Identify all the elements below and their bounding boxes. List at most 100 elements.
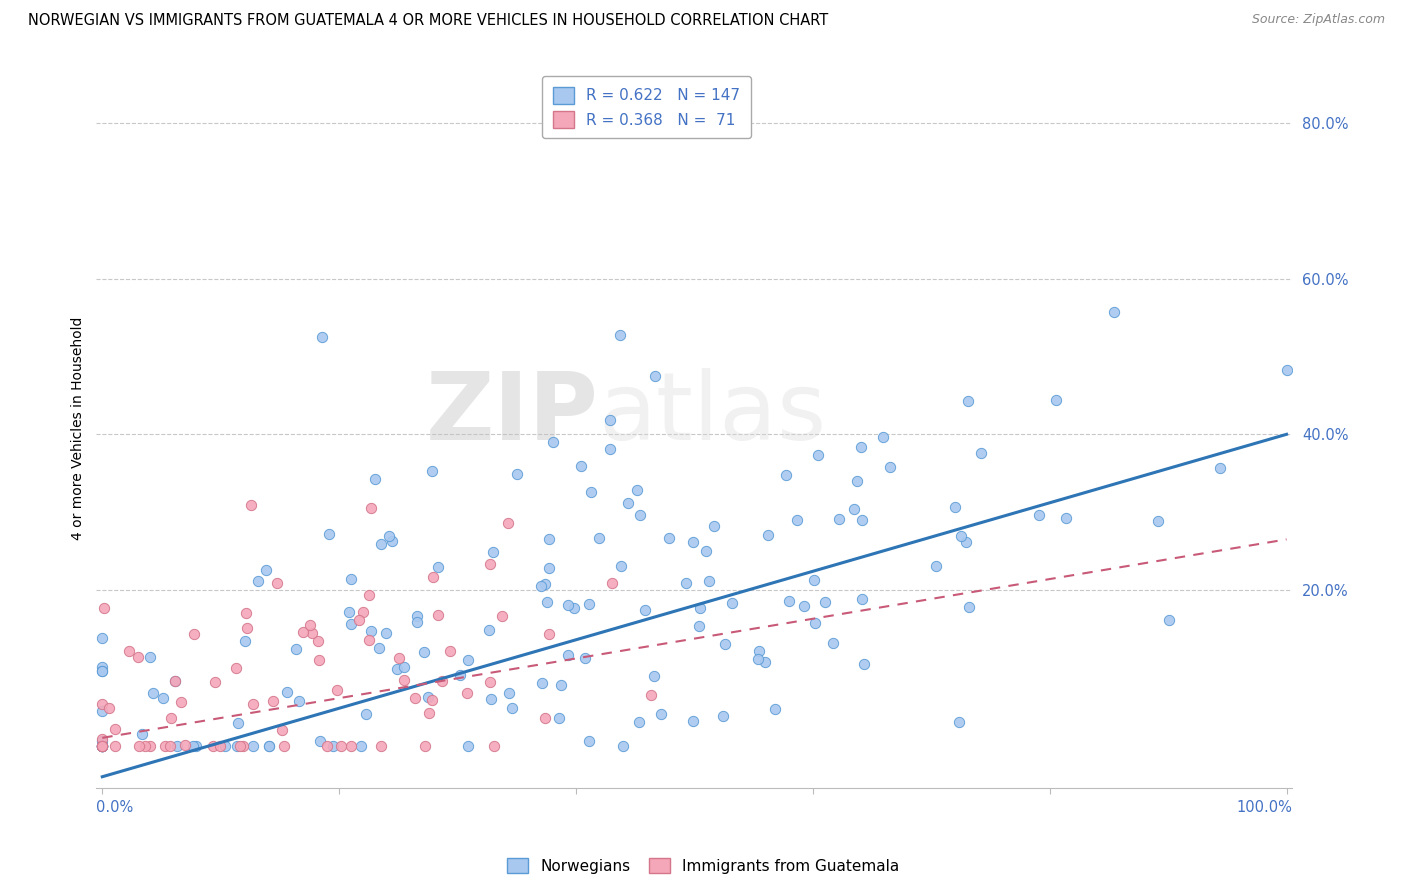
Point bbox=[242, 697, 264, 711]
Point bbox=[1209, 460, 1232, 475]
Point bbox=[682, 534, 704, 549]
Point bbox=[426, 560, 449, 574]
Point bbox=[387, 662, 409, 676]
Point bbox=[562, 601, 585, 615]
Point bbox=[763, 702, 786, 716]
Point bbox=[599, 442, 621, 456]
Text: NORWEGIAN VS IMMIGRANTS FROM GUATEMALA 4 OR MORE VEHICLES IN HOUSEHOLD CORRELATI: NORWEGIAN VS IMMIGRANTS FROM GUATEMALA 4… bbox=[28, 13, 828, 29]
Point bbox=[955, 534, 977, 549]
Point bbox=[422, 570, 444, 584]
Point bbox=[134, 739, 156, 753]
Point bbox=[330, 739, 353, 753]
Point bbox=[91, 664, 114, 678]
Point bbox=[392, 659, 415, 673]
Point bbox=[479, 691, 502, 706]
Point bbox=[956, 393, 979, 408]
Point bbox=[169, 695, 191, 709]
Point bbox=[496, 516, 519, 531]
Point bbox=[630, 508, 652, 522]
Point bbox=[457, 739, 479, 753]
Point bbox=[600, 576, 623, 591]
Point bbox=[301, 626, 323, 640]
Point bbox=[588, 531, 610, 545]
Point bbox=[537, 560, 560, 574]
Point bbox=[159, 711, 181, 725]
Point bbox=[257, 739, 280, 753]
Point bbox=[360, 624, 382, 638]
Point bbox=[232, 739, 254, 753]
Point bbox=[370, 739, 392, 753]
Point bbox=[538, 533, 561, 547]
Point bbox=[378, 529, 401, 543]
Point bbox=[626, 483, 648, 497]
Point bbox=[370, 536, 392, 550]
Point bbox=[201, 739, 224, 753]
Point bbox=[404, 690, 426, 705]
Point bbox=[491, 609, 513, 624]
Text: 0.0%: 0.0% bbox=[97, 800, 134, 815]
Point bbox=[541, 435, 564, 450]
Point bbox=[640, 688, 662, 702]
Point bbox=[340, 739, 363, 753]
Point bbox=[851, 513, 873, 527]
Point bbox=[226, 739, 249, 753]
Point bbox=[478, 623, 501, 637]
Point bbox=[181, 739, 204, 753]
Point bbox=[478, 675, 501, 690]
Point bbox=[634, 602, 657, 616]
Point bbox=[153, 739, 176, 753]
Point bbox=[1045, 393, 1067, 408]
Point bbox=[957, 600, 980, 615]
Legend: R = 0.622   N = 147, R = 0.368   N =  71: R = 0.622 N = 147, R = 0.368 N = 71 bbox=[543, 76, 751, 138]
Point bbox=[498, 686, 520, 700]
Point bbox=[530, 579, 553, 593]
Point bbox=[803, 573, 825, 587]
Point bbox=[91, 631, 114, 645]
Point bbox=[814, 595, 837, 609]
Point bbox=[139, 739, 162, 753]
Point bbox=[754, 655, 776, 669]
Point bbox=[142, 686, 165, 700]
Point bbox=[350, 739, 373, 753]
Point bbox=[152, 691, 174, 706]
Point bbox=[273, 739, 295, 753]
Point bbox=[308, 653, 330, 667]
Point bbox=[337, 605, 360, 619]
Point bbox=[456, 685, 478, 699]
Point bbox=[406, 609, 429, 624]
Point bbox=[418, 706, 440, 721]
Point bbox=[506, 467, 529, 481]
Point bbox=[309, 734, 332, 748]
Point bbox=[949, 529, 972, 543]
Point bbox=[612, 739, 634, 753]
Point bbox=[643, 669, 665, 683]
Point bbox=[240, 498, 263, 512]
Text: ZIP: ZIP bbox=[426, 368, 599, 460]
Point bbox=[807, 448, 830, 462]
Point bbox=[644, 368, 666, 383]
Point bbox=[420, 464, 443, 478]
Point bbox=[536, 595, 558, 609]
Point bbox=[262, 694, 284, 708]
Point bbox=[91, 732, 114, 747]
Point bbox=[104, 739, 127, 753]
Point bbox=[844, 502, 866, 516]
Point bbox=[1146, 514, 1168, 528]
Point bbox=[823, 635, 845, 649]
Point bbox=[579, 485, 602, 500]
Text: atlas: atlas bbox=[599, 368, 827, 460]
Point bbox=[363, 472, 385, 486]
Point bbox=[118, 644, 141, 658]
Point bbox=[285, 642, 308, 657]
Point bbox=[534, 576, 557, 591]
Point bbox=[711, 709, 734, 723]
Point bbox=[569, 458, 592, 473]
Point bbox=[91, 739, 114, 753]
Point bbox=[214, 739, 236, 753]
Point bbox=[91, 733, 114, 747]
Point bbox=[165, 673, 187, 688]
Point bbox=[948, 714, 970, 729]
Point bbox=[574, 650, 596, 665]
Point bbox=[534, 711, 557, 725]
Point bbox=[353, 606, 375, 620]
